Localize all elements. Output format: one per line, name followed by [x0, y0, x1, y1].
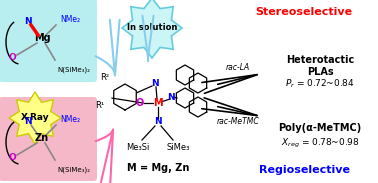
Text: Regioselective: Regioselective: [259, 165, 350, 175]
Text: N(SiMe₃)₂: N(SiMe₃)₂: [57, 67, 90, 73]
Text: rac-LA: rac-LA: [226, 64, 250, 72]
Text: NMe₂: NMe₂: [60, 115, 80, 124]
Text: NMe₂: NMe₂: [60, 16, 80, 25]
Text: R²: R²: [101, 74, 110, 83]
Text: Zn: Zn: [35, 133, 49, 143]
Text: In solution: In solution: [127, 23, 177, 33]
Text: SiMe₃: SiMe₃: [166, 143, 190, 152]
Text: Heterotactic: Heterotactic: [286, 55, 354, 65]
Text: Me₃Si: Me₃Si: [126, 143, 150, 152]
Text: O: O: [8, 53, 16, 63]
Polygon shape: [122, 0, 182, 58]
Text: N: N: [24, 18, 32, 27]
Text: rac-MeTMC: rac-MeTMC: [217, 117, 259, 126]
Text: Poly(α-MeTMC): Poly(α-MeTMC): [278, 123, 362, 133]
FancyBboxPatch shape: [0, 0, 97, 82]
Text: N: N: [151, 79, 159, 87]
FancyBboxPatch shape: [0, 97, 97, 181]
Text: $P_{r}$ = 0.72~0.84: $P_{r}$ = 0.72~0.84: [285, 78, 355, 90]
Text: O: O: [136, 98, 144, 108]
Text: N(SiMe₃)₂: N(SiMe₃)₂: [57, 167, 90, 173]
Polygon shape: [9, 92, 61, 144]
Text: M = Mg, Zn: M = Mg, Zn: [127, 163, 189, 173]
Text: M: M: [153, 98, 163, 108]
Text: PLAs: PLAs: [307, 67, 333, 77]
Text: N: N: [154, 117, 162, 126]
Text: Mg: Mg: [34, 33, 50, 43]
Text: $X_{reg}$ = 0.78~0.98: $X_{reg}$ = 0.78~0.98: [280, 137, 359, 150]
Text: N: N: [24, 117, 32, 126]
Text: R¹: R¹: [95, 100, 105, 109]
Text: X-Ray: X-Ray: [21, 113, 49, 122]
Text: Stereoselective: Stereoselective: [256, 7, 353, 17]
Text: N: N: [167, 92, 175, 102]
Text: O: O: [8, 154, 16, 163]
